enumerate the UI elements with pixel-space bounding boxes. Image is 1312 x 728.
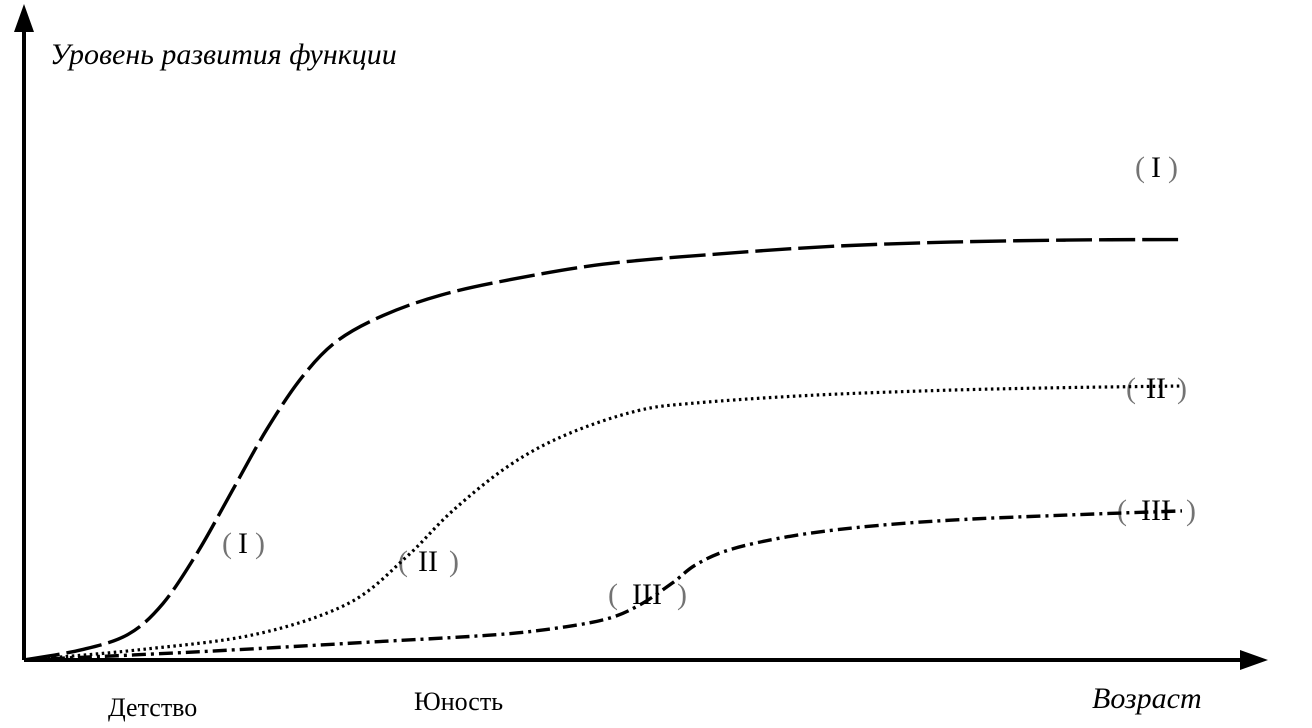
curve-label-text: I <box>238 527 248 560</box>
label-bracket-left: ( <box>1117 494 1127 527</box>
label-bracket-right: ) <box>677 578 687 611</box>
label-bracket-left: ( <box>398 545 408 578</box>
series-line-I <box>23 237 1183 662</box>
curve-labels: I()II()III()I()II()III() <box>222 151 1196 611</box>
label-bracket-right: ) <box>1168 151 1178 184</box>
curve-label-left-III: III () <box>608 578 687 611</box>
x-axis-title: Возраст <box>1092 682 1202 715</box>
label-bracket-left: ( <box>608 578 618 611</box>
curve-label-left-I: I() <box>222 527 265 560</box>
curve-label-right-I: I() <box>1135 151 1178 184</box>
axes <box>14 4 1268 670</box>
label-bracket-left: ( <box>222 527 232 560</box>
y-axis-arrow <box>14 4 34 32</box>
curve-label-left-II: II () <box>398 545 459 578</box>
label-bracket-right: ) <box>1186 494 1196 527</box>
curve-label-text: III <box>632 578 662 611</box>
y-axis-title: Уровень развития функции <box>50 38 397 71</box>
curve-label-text: II <box>418 545 438 578</box>
label-bracket-left: ( <box>1135 151 1145 184</box>
x-tick-label-youth: Юность <box>414 687 503 716</box>
curves <box>23 237 1183 662</box>
series-line-II <box>23 384 1183 662</box>
label-bracket-right: ) <box>255 527 265 560</box>
curve-label-text: I <box>1151 151 1161 184</box>
series-line-III <box>23 509 1183 662</box>
label-bracket-right: ) <box>449 545 459 578</box>
curve-label-text: II <box>1146 372 1166 405</box>
x-axis-arrow <box>1240 650 1268 670</box>
label-bracket-right: ) <box>1177 372 1187 405</box>
curve-label-right-III: III () <box>1117 494 1196 527</box>
curve-label-right-II: II () <box>1126 372 1187 405</box>
label-bracket-left: ( <box>1126 372 1136 405</box>
x-tick-label-childhood: Детство <box>108 693 197 722</box>
curve-label-text: III <box>1141 494 1171 527</box>
